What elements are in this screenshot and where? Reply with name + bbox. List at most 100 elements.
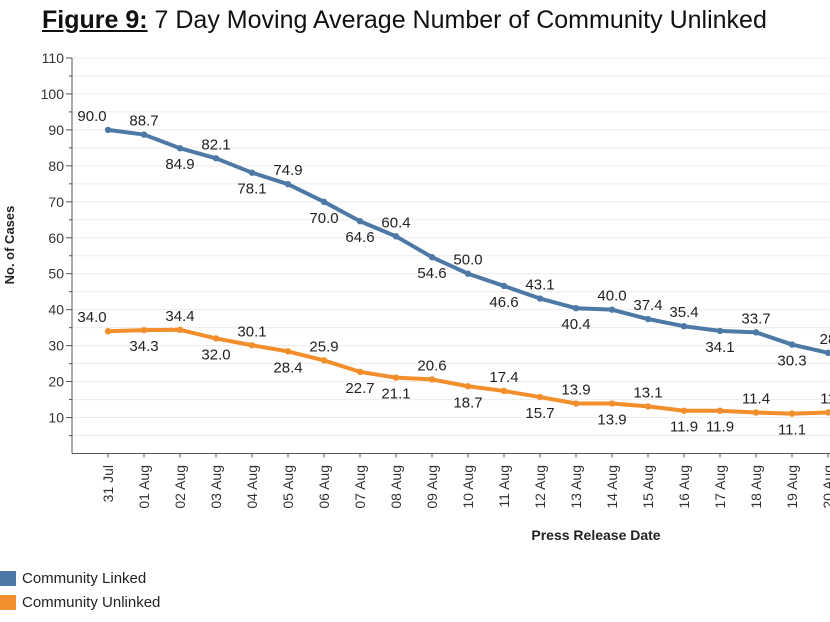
x-tick-label: 16 Aug <box>676 465 692 509</box>
legend-label-unlinked: Community Unlinked <box>22 593 161 611</box>
data-label: 30.1 <box>237 323 266 340</box>
data-point <box>788 341 796 348</box>
data-point <box>428 253 436 261</box>
data-point <box>176 145 184 152</box>
chart-title: Figure 9: 7 Day Moving Average Number of… <box>42 6 767 35</box>
data-point <box>752 329 760 336</box>
data-label: 15.7 <box>525 405 554 422</box>
title-text: 7 Day Moving Average Number of Community… <box>154 6 767 34</box>
data-point <box>824 409 830 416</box>
data-point <box>356 218 364 225</box>
data-point <box>752 409 760 416</box>
legend-item-community-unlinked[interactable]: Community Unlinked <box>0 590 160 614</box>
data-label: 35.4 <box>669 304 698 321</box>
data-label: 90.0 <box>77 108 106 125</box>
data-label: 13.9 <box>597 412 626 429</box>
x-tick-label: 04 Aug <box>244 465 260 509</box>
series-line-community-linked <box>106 127 830 355</box>
data-point <box>248 169 256 176</box>
y-tick-label: 40 <box>48 302 64 318</box>
data-point <box>284 180 292 188</box>
data-label: 60.4 <box>381 214 410 231</box>
data-label: 28 <box>820 331 830 348</box>
data-point <box>608 306 616 313</box>
legend-swatch-unlinked <box>0 594 16 610</box>
data-point <box>680 323 688 330</box>
data-label: 88.7 <box>129 113 158 130</box>
y-tick-label: 110 <box>42 50 65 66</box>
y-tick-label: 10 <box>48 410 64 426</box>
series-lines <box>104 126 830 417</box>
data-label: 43.1 <box>525 277 554 294</box>
data-point <box>356 368 364 376</box>
x-tick-label: 19 Aug <box>784 465 800 509</box>
x-tick-label: 13 Aug <box>568 465 584 509</box>
data-point <box>320 198 328 206</box>
data-point <box>176 326 184 334</box>
data-point <box>536 393 544 401</box>
axes: 10 20 30 40 50 60 70 80 90 100 110 31 Jul 01 Aug 02 A… <box>41 50 830 509</box>
data-label: 50.0 <box>453 252 482 269</box>
x-tick-label: 09 Aug <box>424 465 440 509</box>
data-point <box>716 407 724 414</box>
legend-label-linked: Community Linked <box>22 569 147 587</box>
x-tick-label: 11 Aug <box>496 465 512 508</box>
data-label: 37.4 <box>633 297 662 314</box>
legend: Community Linked Community Unlinked <box>0 566 160 614</box>
data-point <box>140 326 148 334</box>
y-tick-label: 50 <box>48 266 64 282</box>
data-label: 46.6 <box>489 294 518 311</box>
line-chart: 10 20 30 40 50 60 70 80 90 100 110 31 Jul 01 Aug 02 A… <box>2 50 830 543</box>
data-label: 32.0 <box>201 346 230 363</box>
y-tick-label: 60 <box>48 230 64 246</box>
x-tick-label: 18 Aug <box>748 465 764 509</box>
x-tick-label: 12 Aug <box>532 465 548 509</box>
data-label: 70.0 <box>309 210 338 227</box>
data-label: 18.7 <box>453 394 482 411</box>
data-point <box>392 374 400 381</box>
data-label: 20.6 <box>417 357 446 374</box>
data-point <box>500 282 508 290</box>
data-label: 11.9 <box>670 419 698 436</box>
data-point <box>392 233 400 240</box>
data-point <box>644 315 652 323</box>
x-axis-label: Press Release Date <box>531 527 660 543</box>
data-point <box>608 400 616 407</box>
data-point <box>464 270 472 277</box>
data-point <box>572 305 580 312</box>
data-point <box>824 349 830 357</box>
data-label: 11.1 <box>778 422 806 439</box>
data-point <box>536 295 544 302</box>
x-tick-label: 08 Aug <box>388 465 404 509</box>
data-label: 64.6 <box>345 229 374 246</box>
x-tick-label: 05 Aug <box>280 465 296 509</box>
y-tick-label: 90 <box>48 122 64 138</box>
x-tick-label: 02 Aug <box>172 465 188 509</box>
data-label: 40.4 <box>561 316 590 333</box>
y-tick-label: 100 <box>41 86 65 102</box>
figure-label: Figure 9: <box>42 6 148 34</box>
x-tick-label: 31 Jul <box>100 465 116 502</box>
y-tick-label: 80 <box>48 158 64 174</box>
y-tick-label: 20 <box>48 374 64 390</box>
legend-swatch-linked <box>0 570 16 586</box>
data-point <box>320 357 328 364</box>
y-tick-label: 30 <box>48 338 64 354</box>
data-point <box>284 348 292 355</box>
data-label: 30.3 <box>777 353 806 370</box>
data-label: 54.6 <box>417 265 446 282</box>
data-label: 74.9 <box>273 162 302 179</box>
data-point <box>788 410 796 417</box>
data-point <box>464 383 472 390</box>
data-label: 34.0 <box>77 309 106 326</box>
x-tick-label: 03 Aug <box>208 465 224 509</box>
data-label: 34.1 <box>705 339 734 356</box>
x-tick-label: 06 Aug <box>316 465 332 509</box>
data-point <box>104 328 112 335</box>
legend-item-community-linked[interactable]: Community Linked <box>0 566 160 590</box>
data-point <box>716 327 724 335</box>
data-label: 22.7 <box>345 380 374 397</box>
x-tick-label: 01 Aug <box>136 465 152 509</box>
data-point <box>572 400 580 407</box>
data-point <box>104 126 112 134</box>
